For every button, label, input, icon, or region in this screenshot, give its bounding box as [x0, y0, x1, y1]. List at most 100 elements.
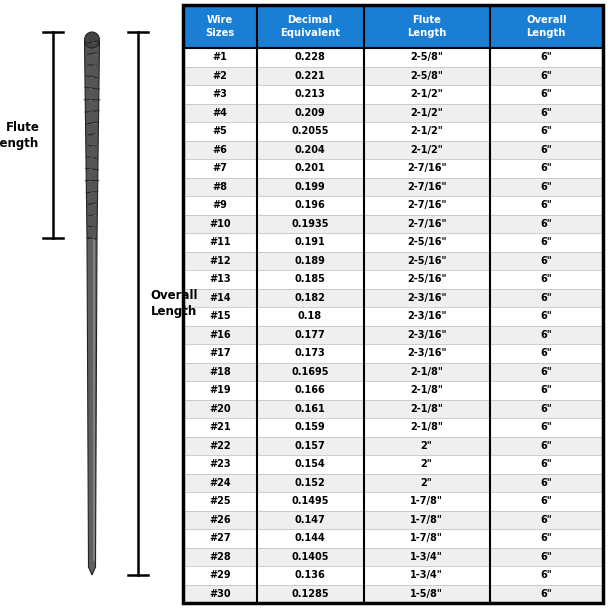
- Text: 0.157: 0.157: [295, 441, 325, 451]
- Bar: [364, 48, 489, 66]
- Text: Decimal
Equivalent: Decimal Equivalent: [280, 15, 340, 38]
- Text: 0.159: 0.159: [295, 423, 325, 432]
- Bar: [364, 529, 489, 548]
- Bar: [257, 325, 364, 344]
- Text: 2-1/2": 2-1/2": [410, 126, 443, 136]
- Text: 0.185: 0.185: [295, 274, 325, 285]
- Text: Overall
Length: Overall Length: [526, 15, 567, 38]
- Bar: [183, 103, 257, 122]
- Bar: [489, 215, 603, 233]
- Text: Flute
Length: Flute Length: [0, 120, 40, 150]
- Text: #5: #5: [212, 126, 227, 136]
- Text: #12: #12: [209, 256, 230, 266]
- Bar: [257, 437, 364, 455]
- Text: 6": 6": [541, 71, 552, 81]
- Bar: [183, 437, 257, 455]
- Text: 0.199: 0.199: [295, 182, 325, 192]
- Text: 6": 6": [541, 385, 552, 395]
- Bar: [257, 85, 364, 103]
- Bar: [364, 344, 489, 362]
- Bar: [364, 584, 489, 603]
- Text: 0.147: 0.147: [295, 515, 325, 525]
- Bar: [489, 399, 603, 418]
- Text: #13: #13: [209, 274, 230, 285]
- Text: #2: #2: [212, 71, 227, 81]
- Text: 2-3/16": 2-3/16": [407, 293, 446, 303]
- Polygon shape: [87, 238, 97, 575]
- Text: 1-7/8": 1-7/8": [410, 533, 443, 544]
- Text: #23: #23: [209, 459, 230, 469]
- Text: #7: #7: [212, 164, 227, 173]
- Bar: [489, 344, 603, 362]
- Bar: [257, 270, 364, 289]
- Text: 0.1695: 0.1695: [291, 367, 329, 377]
- Text: 1-3/4": 1-3/4": [410, 570, 443, 580]
- Bar: [257, 140, 364, 159]
- Text: 6": 6": [541, 274, 552, 285]
- Text: 2-1/8": 2-1/8": [410, 404, 443, 414]
- Bar: [489, 233, 603, 252]
- Text: #30: #30: [209, 589, 230, 599]
- Bar: [364, 362, 489, 381]
- Text: 0.166: 0.166: [295, 385, 325, 395]
- Bar: [183, 252, 257, 270]
- Bar: [183, 529, 257, 548]
- Bar: [364, 381, 489, 399]
- Bar: [183, 5, 257, 48]
- Bar: [489, 492, 603, 511]
- Text: 6": 6": [541, 200, 552, 210]
- Text: #4: #4: [212, 108, 227, 118]
- Text: #26: #26: [209, 515, 230, 525]
- Bar: [364, 307, 489, 325]
- Text: 2-5/16": 2-5/16": [407, 237, 446, 247]
- Text: 6": 6": [541, 164, 552, 173]
- Text: 2": 2": [421, 441, 432, 451]
- Text: 6": 6": [541, 182, 552, 192]
- Bar: [364, 270, 489, 289]
- Text: 6": 6": [541, 496, 552, 506]
- Bar: [489, 159, 603, 178]
- Bar: [364, 289, 489, 307]
- Text: Wire
Sizes: Wire Sizes: [205, 15, 234, 38]
- Text: 0.144: 0.144: [295, 533, 325, 544]
- Text: 2-5/16": 2-5/16": [407, 274, 446, 285]
- Bar: [257, 289, 364, 307]
- Bar: [257, 307, 364, 325]
- Ellipse shape: [85, 32, 100, 48]
- Text: 6": 6": [541, 570, 552, 580]
- Text: #25: #25: [209, 496, 230, 506]
- Bar: [257, 566, 364, 584]
- Bar: [489, 270, 603, 289]
- Text: 6": 6": [541, 515, 552, 525]
- Text: 2": 2": [421, 459, 432, 469]
- Bar: [489, 437, 603, 455]
- Text: 6": 6": [541, 404, 552, 414]
- Bar: [489, 511, 603, 529]
- Text: 6": 6": [541, 219, 552, 229]
- Text: 2-1/2": 2-1/2": [410, 89, 443, 99]
- Text: 1-7/8": 1-7/8": [410, 496, 443, 506]
- Text: 2-7/16": 2-7/16": [407, 219, 446, 229]
- Text: 2-7/16": 2-7/16": [407, 200, 446, 210]
- Bar: [183, 307, 257, 325]
- Bar: [489, 140, 603, 159]
- Text: #22: #22: [209, 441, 230, 451]
- Bar: [364, 437, 489, 455]
- Bar: [489, 103, 603, 122]
- Text: 2-1/2": 2-1/2": [410, 145, 443, 155]
- Text: 6": 6": [541, 108, 552, 118]
- Text: #11: #11: [209, 237, 230, 247]
- Bar: [364, 66, 489, 85]
- Bar: [183, 48, 257, 66]
- Bar: [183, 511, 257, 529]
- Bar: [183, 418, 257, 437]
- Bar: [364, 492, 489, 511]
- Text: 0.152: 0.152: [295, 478, 325, 488]
- Bar: [183, 492, 257, 511]
- Bar: [183, 122, 257, 140]
- Bar: [364, 122, 489, 140]
- Text: 0.177: 0.177: [295, 330, 325, 340]
- Text: 2-1/8": 2-1/8": [410, 423, 443, 432]
- Bar: [489, 178, 603, 196]
- Bar: [489, 289, 603, 307]
